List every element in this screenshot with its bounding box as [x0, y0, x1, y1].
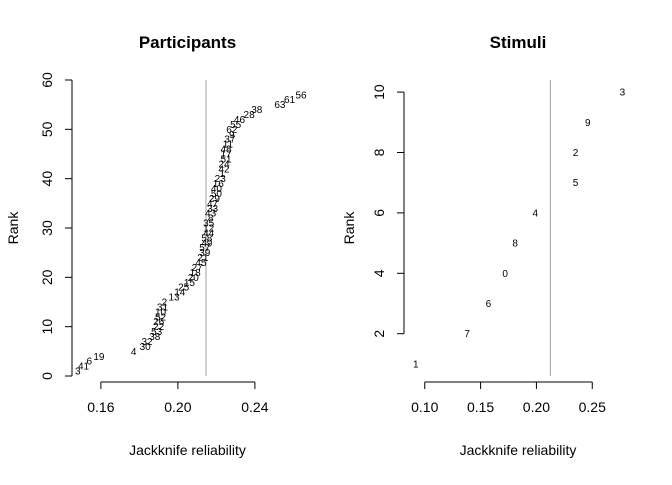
panel-1-point-label: 2	[162, 298, 168, 309]
panel-1-point-label: 50	[211, 189, 223, 200]
panel-1-y-tick-label: 60	[39, 72, 55, 88]
panel-1-y-tick-label: 40	[39, 171, 55, 187]
panel-2-x-tick-label: 0.20	[523, 399, 550, 415]
panel-1-title: Participants	[139, 33, 236, 52]
panel-1-point-label: 37	[224, 135, 236, 146]
panel-2-x-tick-label: 0.10	[411, 399, 438, 415]
panel-1-point-label: 9	[229, 130, 235, 141]
panel-1-y-tick-label: 50	[39, 121, 55, 137]
panel-1-point-label: 25	[178, 283, 190, 294]
panel-1-point-label: 4	[131, 347, 137, 358]
panel-1-point-label: 22	[153, 322, 165, 333]
panel-1-point-label: 46	[234, 115, 246, 126]
panel-1-y-axis-title: Rank	[5, 211, 21, 245]
panel-1-point-label: 29	[209, 194, 221, 205]
panel-1-point-label: 55	[230, 120, 242, 131]
panel-1-point-label: 63	[274, 100, 286, 111]
panel-1-point-label: 45	[195, 258, 207, 269]
panel-1-point-label: 15	[184, 278, 196, 289]
panel-1-point-label: 32	[142, 337, 154, 348]
panel-2-y-axis-title: Rank	[341, 211, 357, 245]
panel-1-point-label: 38	[251, 105, 263, 116]
panel-2-point-label: 3	[620, 88, 626, 99]
panel-1-point-label: 27	[192, 263, 204, 274]
panel-1-point-label: 57	[199, 243, 211, 254]
panel-1-point-label: 20	[188, 273, 200, 284]
panel-1-point-label: 38	[149, 332, 161, 343]
panel-1-point-label: 3	[75, 367, 81, 378]
panel-1-point-label: 11	[223, 140, 234, 151]
panel-1-point-label: 28	[244, 110, 256, 121]
panel-1-x-tick-label: 0.20	[164, 399, 191, 415]
panel-2-point-label: 9	[585, 118, 591, 129]
panel-1-y-tick-label: 20	[39, 269, 55, 285]
panel-1-point-label: 17	[220, 150, 232, 161]
panel-1-point-label: 24	[219, 159, 231, 170]
panel-1-point-label: 43	[205, 209, 217, 220]
panel-1-point-label: 19	[93, 352, 105, 363]
panel-1-point-label: 31	[157, 302, 169, 313]
panel-1-point-label: 12	[203, 224, 215, 235]
panel-2-point-label: 0	[502, 269, 508, 280]
panel-1-y-tick-label: 30	[39, 220, 55, 236]
panel-1-point-label: 62	[226, 125, 238, 136]
panel-1-point-label: 23	[215, 174, 227, 185]
panel-2-y-tick-label: 4	[371, 269, 387, 277]
panel-1-point-label: 61	[284, 95, 296, 106]
panel-2-y-tick-label: 8	[371, 148, 387, 156]
panel-1-point-label: 1	[219, 169, 225, 180]
panel-1-point-label: 8	[208, 214, 214, 225]
panel-1-point-label: 40	[211, 184, 223, 195]
panel-1-point-label: 13	[168, 293, 180, 304]
panel-2-point-label: 2	[573, 148, 579, 159]
panel-1-point-label: 35	[203, 219, 215, 230]
panel-1-point-label: 18	[190, 268, 202, 279]
panel-1-point-label: 16	[213, 179, 225, 190]
panel-2-point-label: 5	[573, 178, 579, 189]
panel-2-point-label: 8	[512, 239, 518, 250]
panel-2-point-label: 4	[533, 208, 539, 219]
panel-2-point-label: 1	[413, 359, 419, 370]
panel-1-point-label: 39	[199, 248, 211, 259]
panel-2-point-label: 6	[486, 299, 492, 310]
panel-2-y-tick-label: 6	[371, 209, 387, 217]
panel-1-x-axis-title: Jackknife reliability	[129, 442, 246, 458]
panel-1-point-label: 47	[207, 199, 219, 210]
panel-1-point-label: 33	[207, 204, 219, 215]
panel-2-point-label: 7	[464, 329, 470, 340]
panel-1-point-label: 6	[87, 357, 93, 368]
panel-1-point-label: 51	[220, 154, 232, 165]
panel-1-point-label: 48	[220, 145, 232, 156]
panel-1-point-label: 53	[151, 327, 163, 338]
panel-1-point-label: 26	[153, 317, 165, 328]
panel-2-x-axis-title: Jackknife reliability	[460, 442, 577, 458]
panel-1-point-label: 52	[155, 312, 167, 323]
panel-1-point-label: 49	[201, 238, 213, 249]
panel-2-y-tick-label: 10	[371, 84, 387, 100]
panel-2-y-tick-label: 2	[371, 330, 387, 338]
panel-1-point-label: 41	[78, 362, 90, 373]
panel-1-point-label: 10	[155, 307, 167, 318]
panel-2-title: Stimuli	[490, 33, 547, 52]
panel-1-point-label: 56	[296, 90, 308, 101]
panel-1-point-label: 30	[140, 342, 152, 353]
panel-1-point-label: 44	[203, 228, 215, 239]
panel-1-y-tick-label: 10	[39, 319, 55, 335]
panel-1-point-label: 42	[219, 164, 231, 175]
panel-2-x-tick-label: 0.25	[579, 399, 606, 415]
panel-1-point-label: 14	[174, 288, 186, 299]
panel-1-x-tick-label: 0.16	[87, 399, 114, 415]
panel-2-x-tick-label: 0.15	[467, 399, 494, 415]
panel-1-point-label: 58	[201, 233, 213, 244]
panel-1-point-label: 21	[197, 253, 209, 264]
panel-1-y-tick-label: 0	[39, 372, 55, 380]
panel-1-x-tick-label: 0.24	[241, 399, 268, 415]
